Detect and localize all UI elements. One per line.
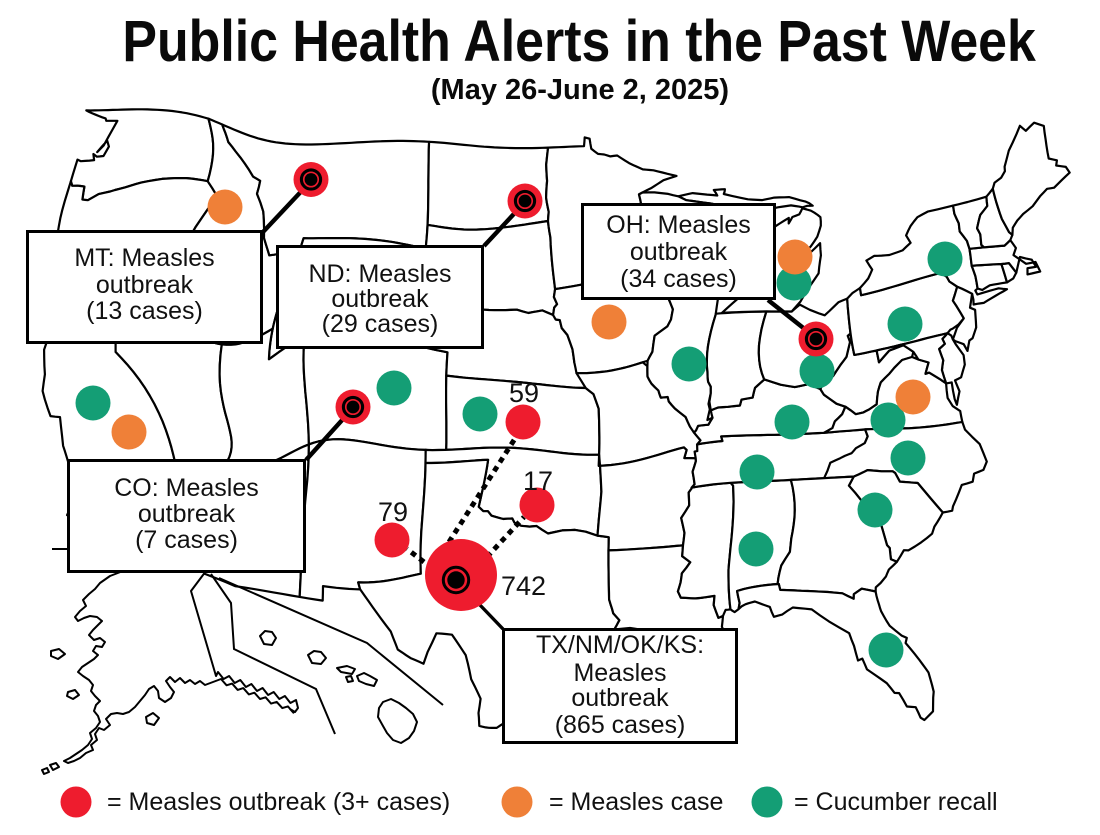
svg-text:59: 59 <box>509 378 539 408</box>
svg-text:742: 742 <box>501 571 546 601</box>
svg-text:= Measles outbreak (3+ cases): = Measles outbreak (3+ cases) <box>107 788 450 816</box>
svg-text:= Cucumber recall: = Cucumber recall <box>794 788 998 816</box>
svg-text:= Measles case: = Measles case <box>549 788 723 816</box>
svg-text:17: 17 <box>523 466 553 496</box>
svg-text:79: 79 <box>378 497 408 527</box>
